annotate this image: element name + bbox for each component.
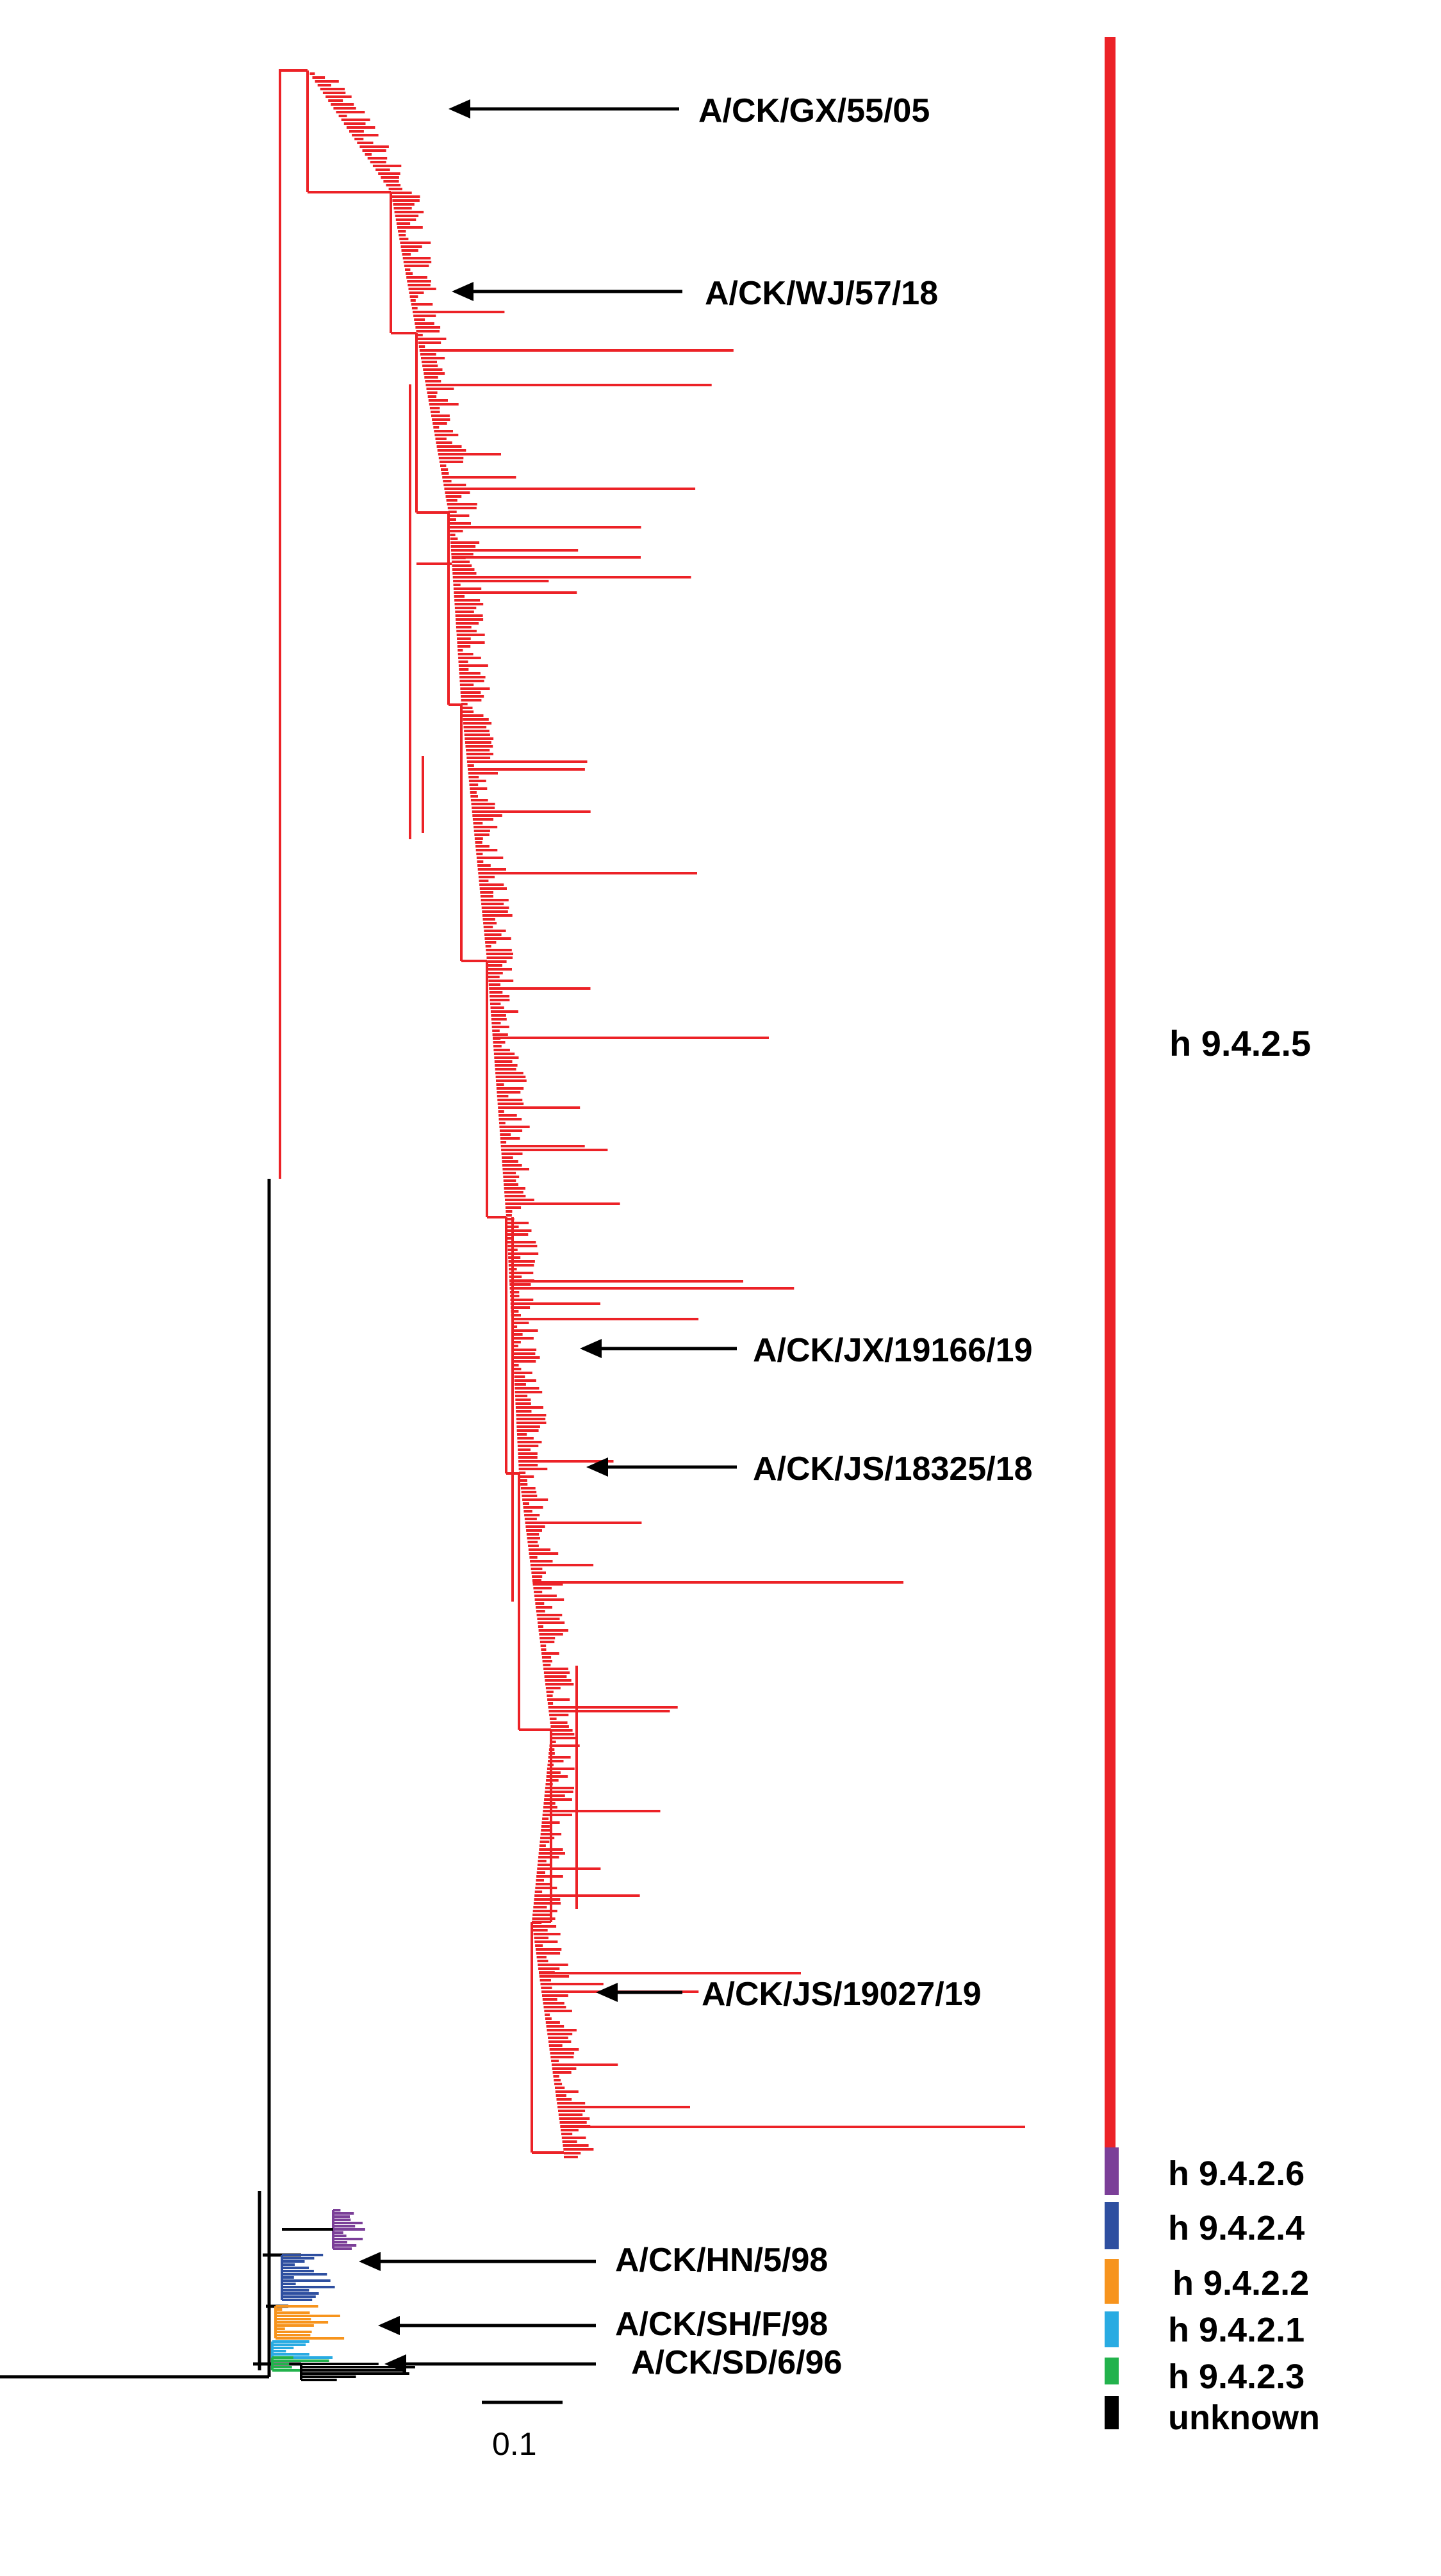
clade-unknown-tree — [300, 2363, 415, 2381]
strain-label-sd-6-96: A/CK/SD/6/96 — [631, 2344, 842, 2381]
clade-h9421-tree — [271, 2340, 333, 2359]
strain-arrows — [359, 99, 737, 2374]
subclade-legend: h 9.4.2.6 h 9.4.2.4 h 9.4.2.2 h 9.4.2.1 … — [1105, 2147, 1320, 2437]
legend-swatch-h9421 — [1105, 2311, 1119, 2347]
scale-bar-label: 0.1 — [492, 2426, 537, 2462]
legend-swatch-h9424 — [1105, 2202, 1119, 2249]
clade-h9426-tree — [332, 2209, 365, 2250]
legend-swatch-h9423 — [1105, 2358, 1119, 2384]
legend-swatch-unknown — [1105, 2396, 1119, 2429]
legend-swatch-h9422 — [1105, 2259, 1119, 2304]
arrow-hn-5-98 — [359, 2252, 596, 2271]
clade-label-h9425: h 9.4.2.5 — [1169, 1023, 1311, 1063]
clade-h9423-tree — [271, 2356, 329, 2372]
arrow-js-19027-19 — [596, 1983, 682, 2002]
strain-label-sh-f-98: A/CK/SH/F/98 — [615, 2306, 828, 2343]
legend-swatch-h9426 — [1105, 2147, 1119, 2195]
clade-h9425-tree — [279, 69, 1025, 2158]
strain-label-gx-55-05: A/CK/GX/55/05 — [698, 92, 930, 129]
strain-label-js-19027-19: A/CK/JS/19027/19 — [702, 1976, 982, 2013]
tree-backbone — [0, 1179, 301, 2379]
arrow-sh-f-98 — [378, 2316, 596, 2335]
legend-label-h9423: h 9.4.2.3 — [1168, 2358, 1305, 2396]
arrow-sd-6-96 — [384, 2354, 596, 2374]
legend-label-unknown: unknown — [1168, 2399, 1320, 2437]
clade-h9424-tree — [281, 2254, 335, 2301]
strain-label-wj-57-18: A/CK/WJ/57/18 — [705, 275, 938, 312]
arrow-wj-57-18 — [452, 282, 682, 301]
clade-h9422-tree — [274, 2305, 345, 2340]
clade-bar-h9425 — [1105, 37, 1116, 2163]
clade-h9425-branches — [279, 69, 1025, 2158]
legend-label-h9421: h 9.4.2.1 — [1168, 2311, 1305, 2349]
basal-clades — [271, 2209, 415, 2381]
legend-label-h9424: h 9.4.2.4 — [1168, 2209, 1305, 2247]
legend-label-h9422: h 9.4.2.2 — [1173, 2264, 1309, 2302]
strain-label-hn-5-98: A/CK/HN/5/98 — [615, 2242, 828, 2279]
legend-label-h9426: h 9.4.2.6 — [1168, 2154, 1305, 2193]
arrow-jx-19166-19 — [580, 1339, 737, 1358]
arrow-gx-55-05 — [449, 99, 679, 119]
arrow-js-18325-18 — [586, 1457, 737, 1477]
strain-label-js-18325-18: A/CK/JS/18325/18 — [753, 1450, 1033, 1488]
strain-label-jx-19166-19: A/CK/JX/19166/19 — [753, 1332, 1033, 1369]
